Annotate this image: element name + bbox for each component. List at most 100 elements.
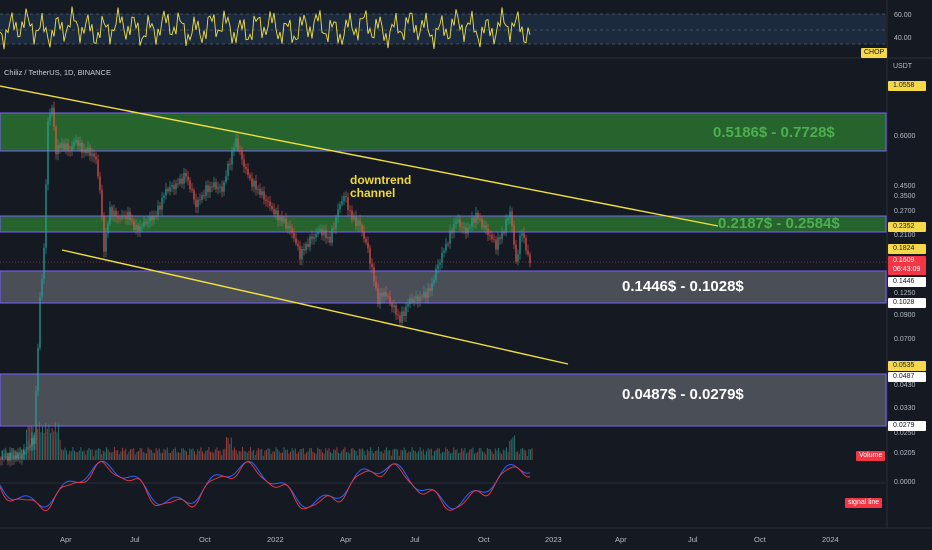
volume-bar	[419, 447, 421, 460]
volume-bar	[45, 422, 47, 460]
volume-bar	[334, 450, 336, 460]
volume-bar	[477, 451, 479, 460]
volume-bar	[112, 452, 114, 460]
volume-bar	[53, 431, 55, 460]
volume-bar	[155, 447, 157, 460]
volume-bar	[286, 449, 288, 460]
candle-body	[283, 218, 285, 222]
volume-bars	[2, 421, 533, 460]
downtrend-channel-annotation[interactable]: downtrend channel	[350, 173, 412, 200]
volume-bar	[275, 447, 277, 460]
volume-bar	[261, 448, 263, 460]
candle-body	[199, 199, 201, 201]
candle-body	[139, 226, 141, 232]
volume-bar	[394, 448, 395, 460]
volume-bar	[363, 450, 365, 460]
volume-bar	[296, 453, 298, 460]
candle-body	[483, 225, 485, 228]
volume-bar	[387, 450, 389, 460]
time-label: Apr	[340, 535, 352, 544]
volume-bar	[350, 448, 352, 460]
candle-body	[147, 221, 149, 224]
volume-bar	[459, 452, 461, 460]
candle-body	[215, 182, 217, 189]
volume-bar	[422, 449, 424, 460]
volume-bar	[464, 448, 466, 460]
candle-body	[167, 188, 169, 192]
volume-bar	[264, 450, 266, 460]
volume-bar	[424, 454, 426, 460]
candle-body	[529, 254, 531, 264]
volume-bar	[437, 448, 439, 460]
candle-body	[437, 264, 439, 269]
volume-bar	[346, 452, 347, 460]
upper-trendline[interactable]	[0, 85, 719, 227]
candle-body	[451, 230, 453, 233]
volume-bar	[16, 451, 18, 460]
volume-bar	[278, 451, 280, 460]
volume-bar	[144, 452, 146, 460]
volume-bar	[323, 453, 325, 460]
volume-bar	[365, 455, 367, 460]
price-box-trend-lower: 0.0535	[888, 361, 926, 371]
volume-bar	[299, 449, 301, 460]
volume-bar	[443, 452, 445, 460]
candle-body	[363, 231, 365, 239]
candle-body	[341, 201, 343, 205]
volume-bar	[352, 448, 354, 460]
volume-bar	[274, 451, 275, 460]
candle-body	[129, 211, 131, 221]
chop-tick-40: 40.00	[894, 35, 912, 42]
candle-body	[359, 220, 361, 226]
candle-body	[277, 210, 279, 221]
candle-body	[441, 252, 443, 263]
candle-body	[357, 220, 359, 227]
candle-body	[417, 296, 419, 302]
price-tick: 0.6000	[894, 133, 916, 140]
chop-line	[0, 6, 531, 50]
candle-body	[117, 216, 119, 219]
lower-trendline[interactable]	[61, 249, 569, 365]
volume-bar	[187, 454, 189, 460]
volume-bar	[499, 451, 501, 460]
candle-body	[165, 188, 167, 196]
volume-bar	[349, 453, 351, 460]
candle-body	[477, 212, 479, 219]
volume-bar	[474, 453, 475, 460]
time-label: Apr	[615, 535, 627, 544]
volume-bar	[504, 450, 506, 460]
volume-bar	[24, 451, 26, 460]
candle-body	[351, 210, 353, 220]
time-label: Oct	[754, 535, 766, 544]
price-tick: 0.3500	[894, 193, 916, 200]
candle-body	[321, 229, 323, 236]
candle-body	[65, 143, 67, 150]
candle-body	[131, 220, 133, 222]
candle-body	[337, 209, 339, 218]
candle-body	[181, 178, 183, 184]
candle-body	[457, 219, 459, 222]
volume-bar	[366, 449, 368, 460]
candle-body	[217, 187, 219, 189]
volume-bar	[370, 447, 371, 460]
volume-bar	[173, 448, 175, 460]
candle-body	[227, 163, 229, 177]
candle-body	[15, 455, 17, 459]
volume-bar	[507, 452, 509, 460]
candle-body	[485, 225, 487, 229]
currency-label: USDT	[893, 63, 913, 70]
volume-bar	[413, 450, 415, 460]
candle-body	[99, 176, 101, 191]
candle-body	[521, 233, 523, 237]
candle-body	[319, 229, 321, 232]
volume-bar	[190, 449, 192, 460]
time-label: 2024	[822, 535, 839, 544]
candle-body	[175, 183, 177, 190]
candle-body	[509, 211, 511, 218]
candle-body	[393, 305, 395, 308]
volume-bar	[214, 449, 216, 460]
volume-bar	[421, 451, 423, 460]
volume-bar	[96, 449, 98, 460]
volume-bar	[226, 436, 227, 460]
